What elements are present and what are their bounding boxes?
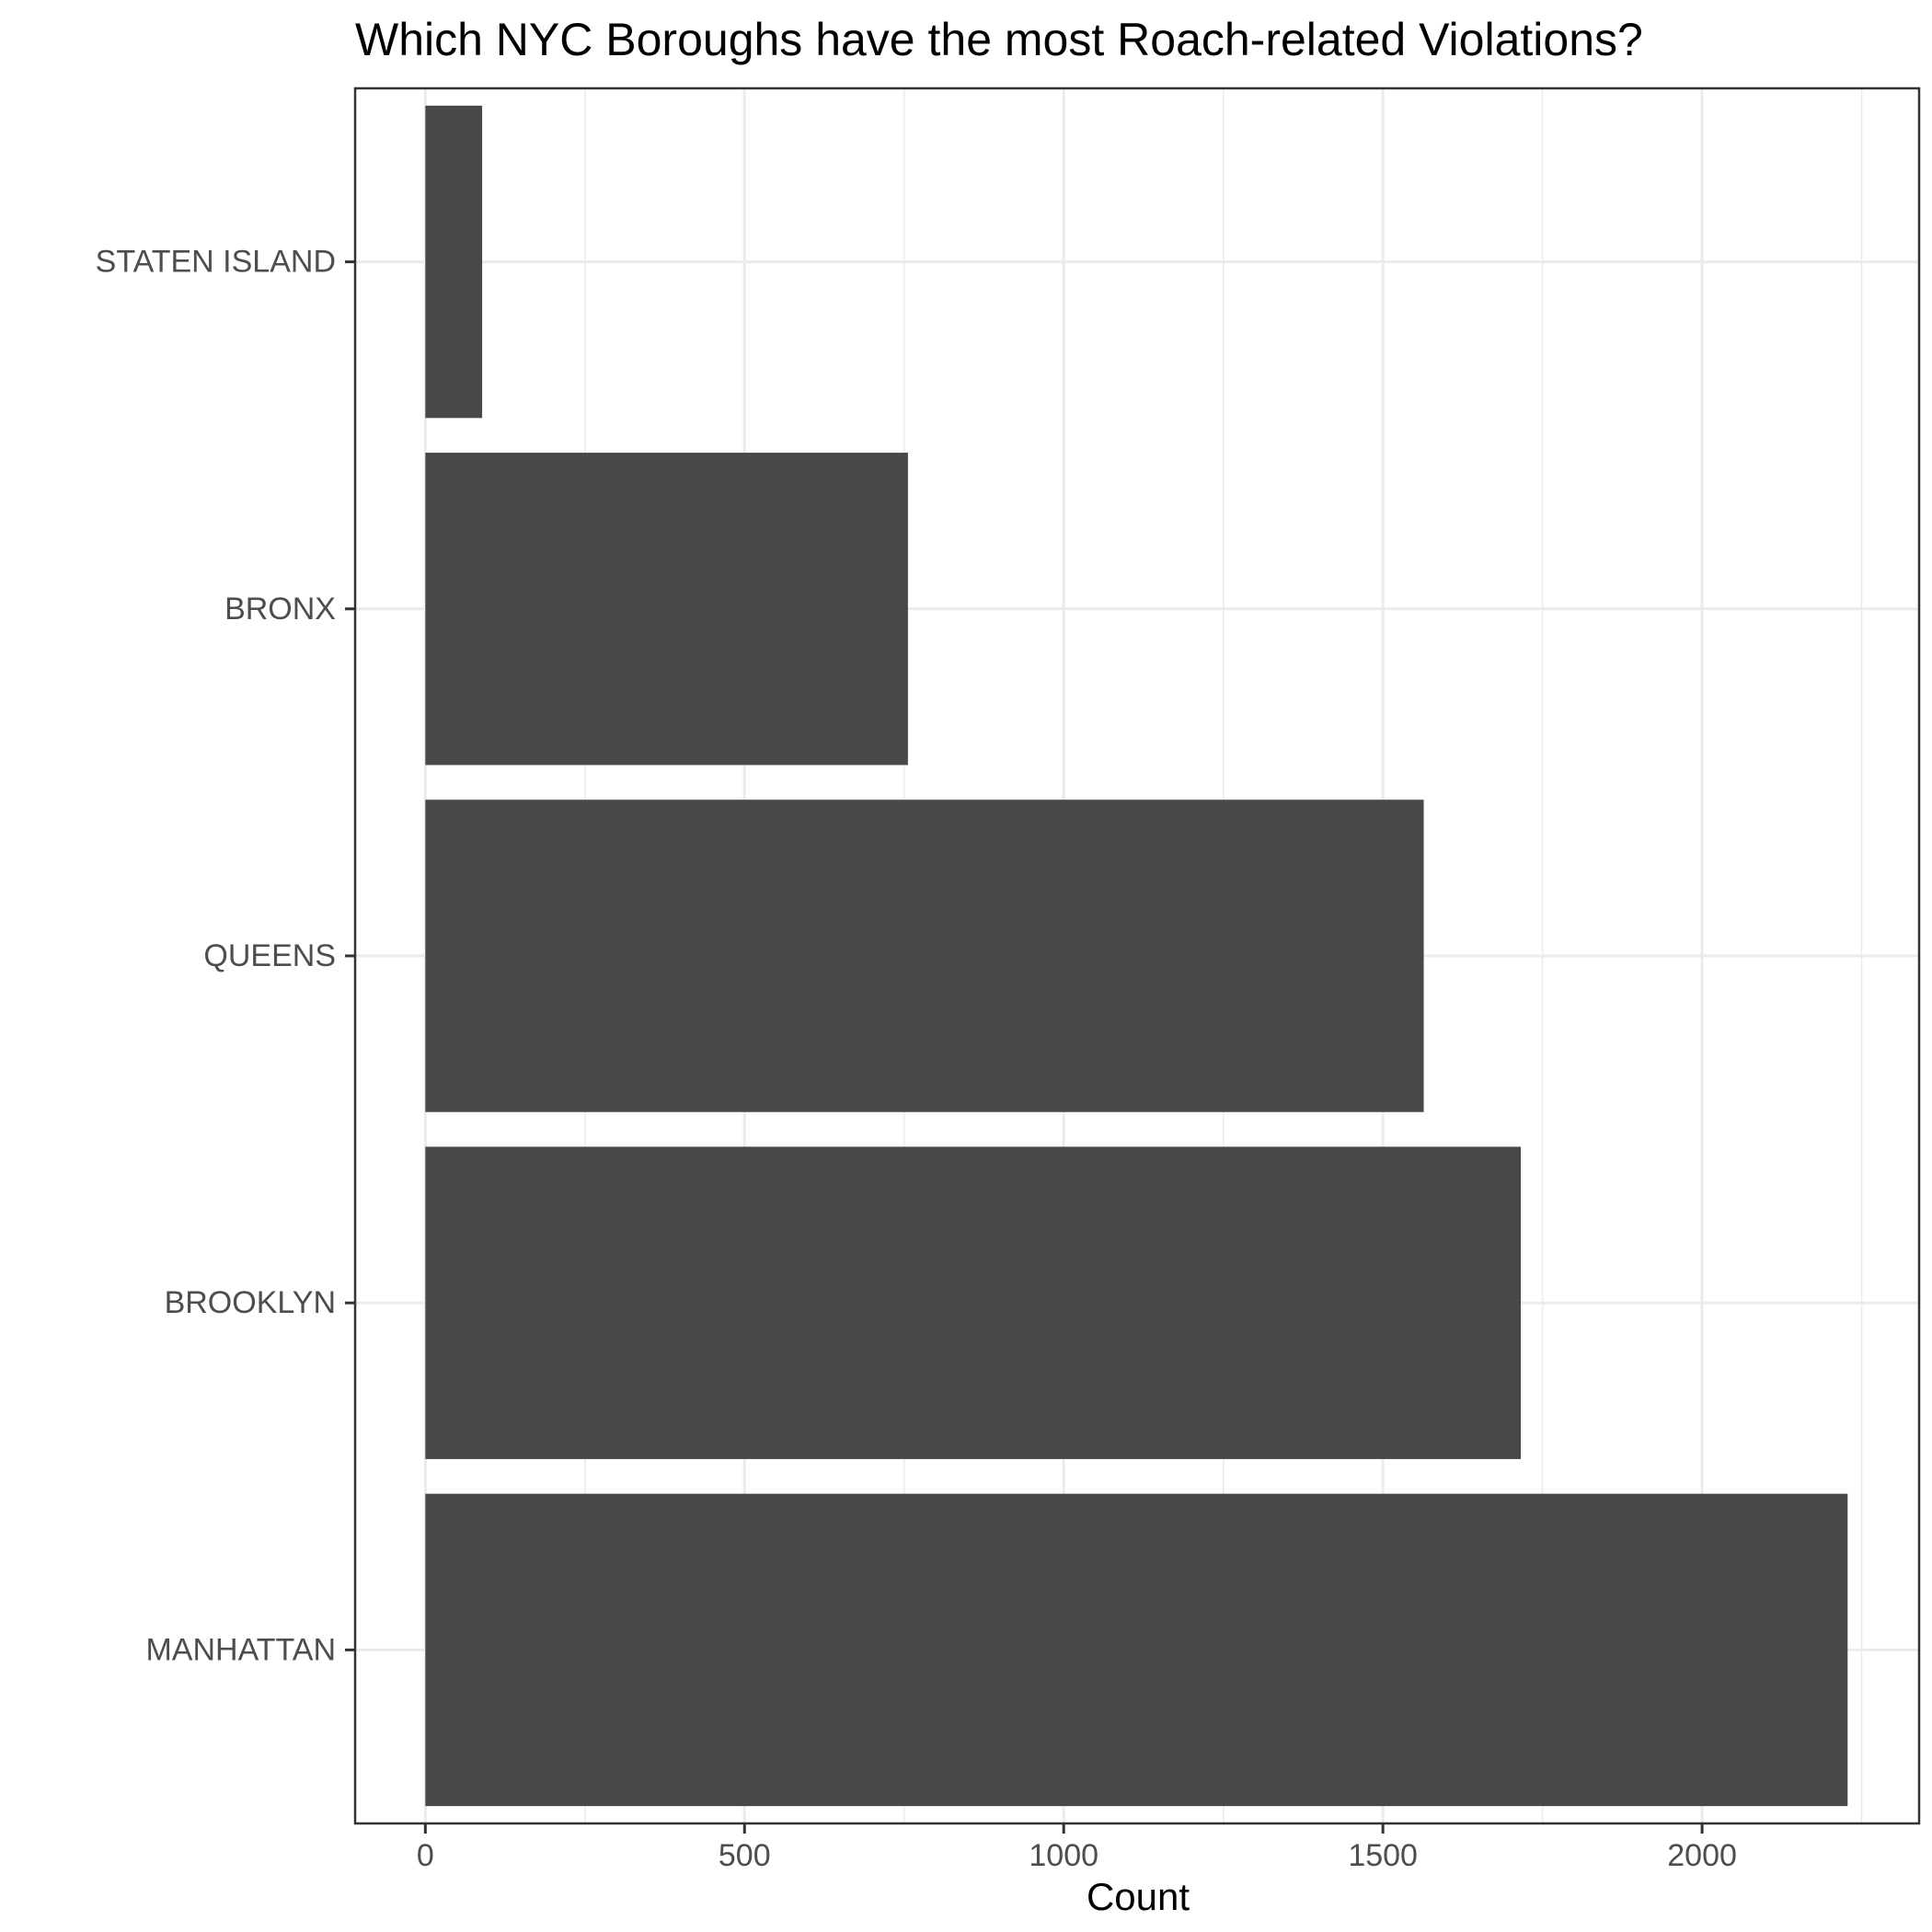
x-tick-label: 2000 [1667,1838,1737,1873]
bar-queens [425,799,1424,1112]
x-tick-label: 0 [417,1838,434,1873]
x-tick-label: 1500 [1348,1838,1418,1873]
x-axis: 0 500 1000 1500 2000 [417,1823,1737,1873]
y-tick-label: BRONX [224,592,336,627]
y-tick-label: QUEENS [203,938,336,973]
x-axis-title: Count [1087,1875,1190,1918]
bar-brooklyn [425,1146,1522,1459]
bar-bronx [425,453,908,765]
bar-staten-island [425,105,483,419]
x-tick-label: 1000 [1029,1838,1098,1873]
x-tick-label: 500 [719,1838,771,1873]
y-axis: MANHATTAN BROOKLYN QUEENS BRONX STATEN ISLAN… [96,245,355,1667]
bars [425,105,1848,1807]
chart-title: Which NYC Boroughs have the most Roach-r… [355,14,1643,65]
bar-manhattan [425,1493,1848,1807]
y-tick-label: BROOKLYN [165,1285,336,1320]
y-tick-label: STATEN ISLAND [96,245,336,280]
y-tick-label: MANHATTAN [145,1632,336,1667]
